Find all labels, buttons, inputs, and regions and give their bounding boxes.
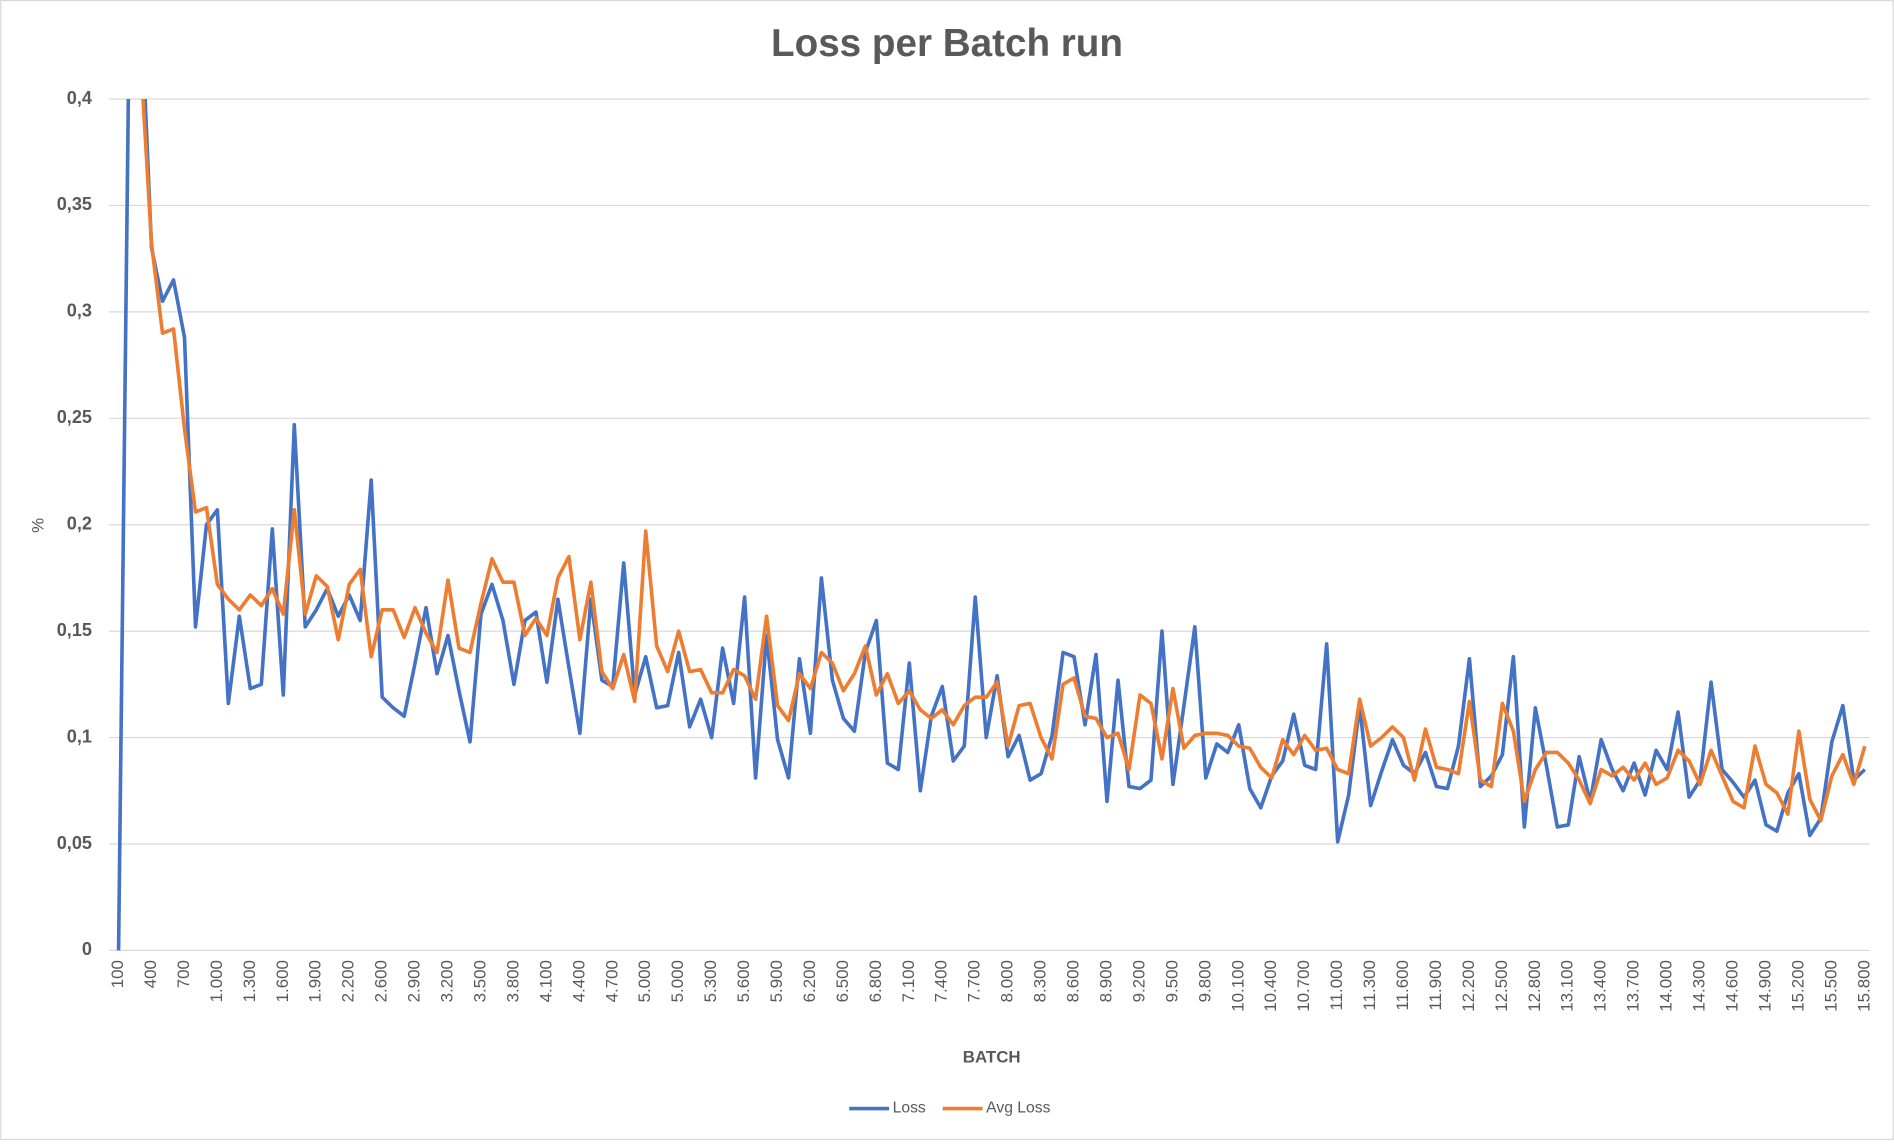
x-tick-label: 1.000	[207, 960, 226, 1002]
x-tick-label: 5.300	[701, 960, 720, 1002]
x-tick-label: 12.200	[1459, 960, 1478, 1012]
x-tick-label: 400	[141, 960, 160, 988]
x-tick-label: 1.900	[306, 960, 325, 1002]
x-tick-label: 100	[108, 960, 127, 988]
x-tick-label: 700	[174, 960, 193, 988]
y-tick-label: 0,05	[57, 833, 92, 853]
chart-title: Loss per Batch run	[771, 22, 1123, 65]
x-tick-label: 8.900	[1096, 960, 1115, 1002]
y-tick-label: 0,4	[67, 88, 92, 108]
x-tick-label: 2.900	[405, 960, 424, 1002]
x-tick-label: 11.600	[1393, 960, 1412, 1010]
plot-area	[116, 99, 1867, 951]
x-tick-label: 14.900	[1755, 960, 1774, 1012]
x-tick-label: 7.400	[932, 960, 951, 1002]
x-tick-label: 7.700	[965, 960, 984, 1002]
y-axis-label: %	[28, 518, 47, 533]
x-tick-label: 4.100	[536, 960, 555, 1002]
x-tick-label: 5.000	[668, 960, 687, 1002]
series-line	[141, 99, 1867, 823]
x-tick-label: 15.500	[1821, 960, 1840, 1012]
x-tick-label: 6.500	[833, 960, 852, 1002]
x-tick-label: 14.600	[1722, 960, 1741, 1012]
x-tick-label: 9.500	[1162, 960, 1181, 1002]
x-tick-label: 6.800	[866, 960, 885, 1002]
x-tick-label: 11.300	[1360, 960, 1379, 1010]
x-tick-label: 12.800	[1525, 960, 1544, 1012]
x-tick-label: 14.000	[1657, 960, 1676, 1012]
legend-label: Loss	[893, 1100, 926, 1117]
x-tick-label: 9.200	[1129, 960, 1148, 1002]
x-tick-label: 11.000	[1327, 960, 1346, 1010]
x-tick-label: 9.800	[1195, 960, 1214, 1002]
x-tick-label: 10.400	[1261, 960, 1280, 1012]
legend-label: Avg Loss	[986, 1100, 1050, 1117]
y-tick-label: 0,1	[67, 726, 92, 746]
x-tick-label: 10.700	[1294, 960, 1313, 1012]
x-tick-label: 5.000	[635, 960, 654, 1002]
y-tick-label: 0	[82, 939, 92, 959]
x-tick-label: 13.100	[1558, 960, 1577, 1012]
x-tick-label: 5.600	[734, 960, 753, 1002]
x-tick-label: 4.700	[602, 960, 621, 1002]
x-tick-label: 10.100	[1228, 960, 1247, 1012]
x-tick-label: 5.900	[767, 960, 786, 1002]
x-tick-label: 8.600	[1064, 960, 1083, 1002]
y-tick-label: 0,35	[57, 194, 92, 214]
x-tick-label: 14.300	[1690, 960, 1709, 1012]
x-tick-label: 1.600	[273, 960, 292, 1002]
x-tick-label: 15.200	[1788, 960, 1807, 1012]
x-tick-label: 13.700	[1624, 960, 1643, 1012]
x-tick-label: 13.400	[1591, 960, 1610, 1012]
x-tick-label: 4.400	[569, 960, 588, 1002]
y-tick-label: 0,25	[57, 407, 92, 427]
series-line	[116, 99, 1867, 951]
x-tick-label: 3.500	[470, 960, 489, 1002]
x-tick-label: 8.300	[1031, 960, 1050, 1002]
x-tick-label: 3.800	[503, 960, 522, 1002]
x-tick-label: 2.600	[372, 960, 391, 1002]
x-tick-label: 11.900	[1426, 960, 1445, 1010]
x-tick-label: 8.000	[998, 960, 1017, 1002]
x-tick-label: 3.200	[438, 960, 457, 1002]
x-tick-label: 6.200	[800, 960, 819, 1002]
y-tick-label: 0,2	[67, 513, 92, 533]
y-tick-label: 0,15	[57, 620, 92, 640]
x-tick-label: 1.300	[240, 960, 259, 1002]
x-tick-label: 2.200	[339, 960, 358, 1002]
x-tick-label: 12.500	[1492, 960, 1511, 1012]
x-tick-label: 15.800	[1854, 960, 1873, 1012]
x-axis-label: BATCH	[963, 1047, 1021, 1066]
x-tick-label: 7.100	[899, 960, 918, 1002]
y-tick-label: 0,3	[67, 301, 92, 321]
